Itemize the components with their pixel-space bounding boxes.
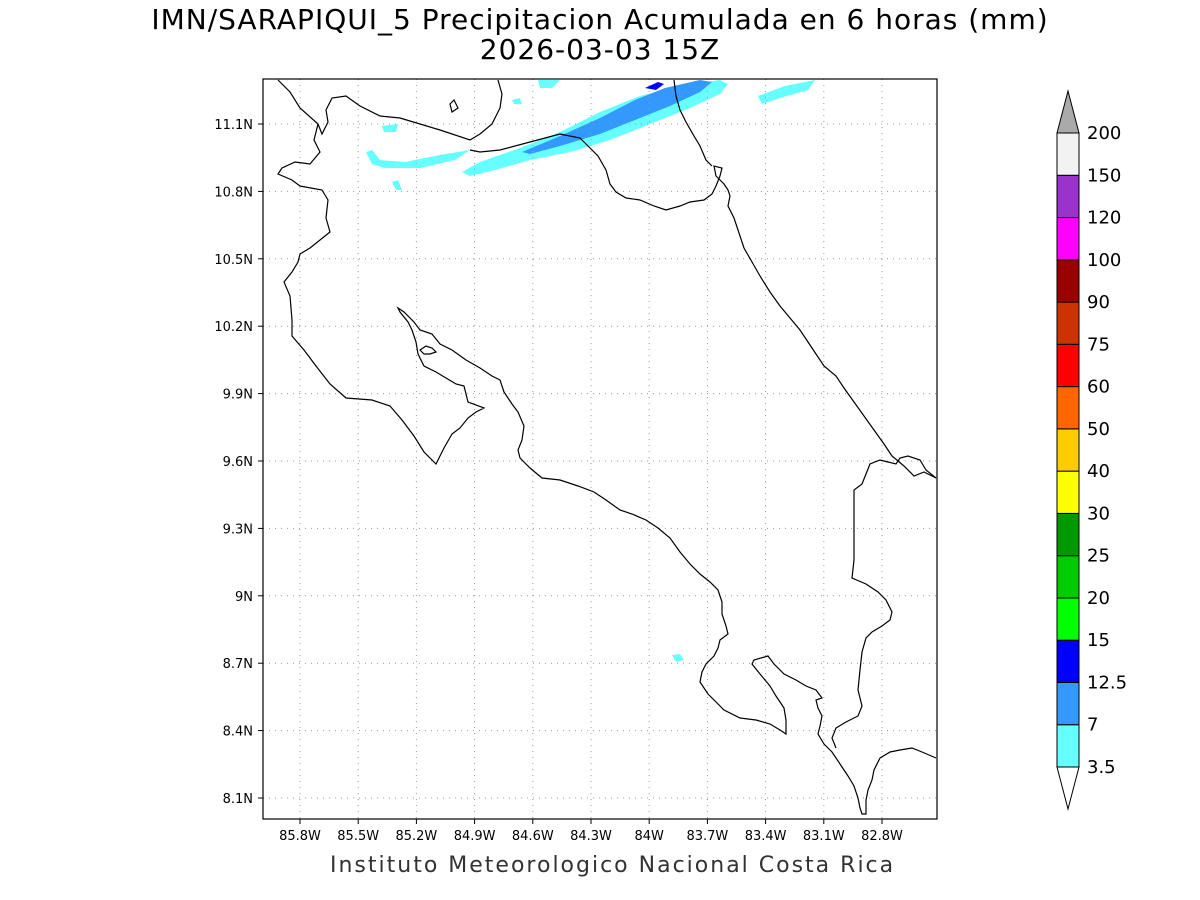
precip-light-region [512,98,522,104]
lon-tick-label: 83.1W [803,829,845,844]
colorbar-level-label: 75 [1087,334,1110,355]
colorbar-level-label: 60 [1087,377,1110,398]
precip-light-region [392,180,402,190]
precip-light-region [366,150,470,168]
footer-credit: Instituto Meteorologico Nacional Costa R… [330,853,896,878]
lat-tick-label: 8.7N [223,657,253,672]
precip-light-region [382,124,398,132]
colorbar-bottom-arrow [1056,766,1080,811]
colorbar-bin [1056,217,1080,261]
colorbar-bin [1056,386,1080,430]
colorbar-level-label: 150 [1087,165,1121,186]
lon-tick-label: 82.8W [861,829,903,844]
precip-heavy-region [645,82,664,90]
lat-tick-label: 8.1N [223,792,253,807]
colorbar-bin [1056,512,1080,557]
colorbar-bin [1056,555,1080,599]
map-frame [262,78,938,820]
lat-tick-label: 9.3N [223,522,253,537]
lat-tick-label: 10.5N [214,253,253,268]
colorbar-bin [1056,132,1080,176]
lon-tick-label: 83.7W [686,829,728,844]
coastline-costa-rica-pacific [277,123,937,815]
lat-tick-label: 11.1N [214,118,253,133]
chart-title: IMN/SARAPIQUI_5 Precipitacion Acumulada … [151,3,1049,36]
coastline-lake-nicaragua [449,98,459,113]
lon-tick-label: 85.5W [337,829,379,844]
colorbar-level-label: 90 [1087,292,1110,313]
colorbar-level-label: 30 [1087,503,1110,524]
colorbar-bin [1056,174,1080,219]
colorbar-level-label: 15 [1087,630,1110,651]
colorbar: 3.5 7 12.5 15 20 25 30 40 50 60 75 90 100 120 150 200 [1056,89,1127,811]
colorbar-bin [1056,470,1080,514]
colorbar-bin [1056,681,1080,726]
colorbar-level-label: 20 [1087,588,1110,609]
colorbar-bin [1056,259,1080,303]
coastline-panama-bocas [831,455,937,749]
lon-tick-label: 84.9W [454,829,496,844]
coastline-nicaragua-border-caribbean [673,79,713,167]
lon-tick-label: 85.2W [395,829,437,844]
colorbar-bin [1056,343,1080,388]
lon-tick-label: 85.8W [279,829,321,844]
colorbar-bin [1056,301,1080,345]
precip-light-region [538,80,560,88]
colorbar-level-label: 12.5 [1087,672,1127,693]
colorbar-bin [1056,428,1080,472]
gridlines [263,79,937,819]
lat-tick-label: 9.6N [223,455,253,470]
lon-tick-label: 84.3W [570,829,612,844]
colorbar-top-arrow [1056,89,1080,134]
map-area: 11.1N 10.8N 10.5N 10.2N 9.9N 9.6N 9.3N 9N 8.7N 8.… [214,78,938,844]
lat-tick-label: 8.4N [223,725,253,740]
colorbar-level-label: 50 [1087,419,1110,440]
coastline-caribbean [469,133,937,479]
coastline-nicoya-island [419,345,438,355]
lat-tick-label: 9N [235,590,253,605]
chart-subtitle-date: 2026-03-03 15Z [479,33,721,66]
latitude-axis: 11.1N 10.8N 10.5N 10.2N 9.9N 9.6N 9.3N 9N 8.7N 8.… [214,118,263,807]
colorbar-level-label: 3.5 [1087,757,1116,778]
colorbar-bin [1056,639,1080,683]
colorbar-level-label: 100 [1087,250,1121,271]
colorbar-level-label: 7 [1087,715,1098,736]
colorbar-level-label: 40 [1087,461,1110,482]
lat-tick-label: 9.9N [223,388,253,403]
lon-tick-label: 84W [634,829,664,844]
colorbar-level-label: 25 [1087,546,1110,567]
lon-tick-label: 84.6W [512,829,554,844]
precip-light-region [758,80,815,104]
coastline-nicaragua-pacific [277,79,503,141]
colorbar-level-label: 120 [1087,208,1121,229]
colorbar-bin [1056,724,1080,768]
colorbar-bin [1056,597,1080,641]
coastline-layer [277,79,937,815]
longitude-axis: 85.8W 85.5W 85.2W 84.9W 84.6W 84.3W 84W 83.7W 83… [279,819,903,844]
lon-tick-label: 83.4W [745,829,787,844]
colorbar-level-label: 200 [1087,123,1121,144]
lat-tick-label: 10.8N [214,185,253,200]
lat-tick-label: 10.2N [214,320,253,335]
precip-light-region [672,654,684,662]
